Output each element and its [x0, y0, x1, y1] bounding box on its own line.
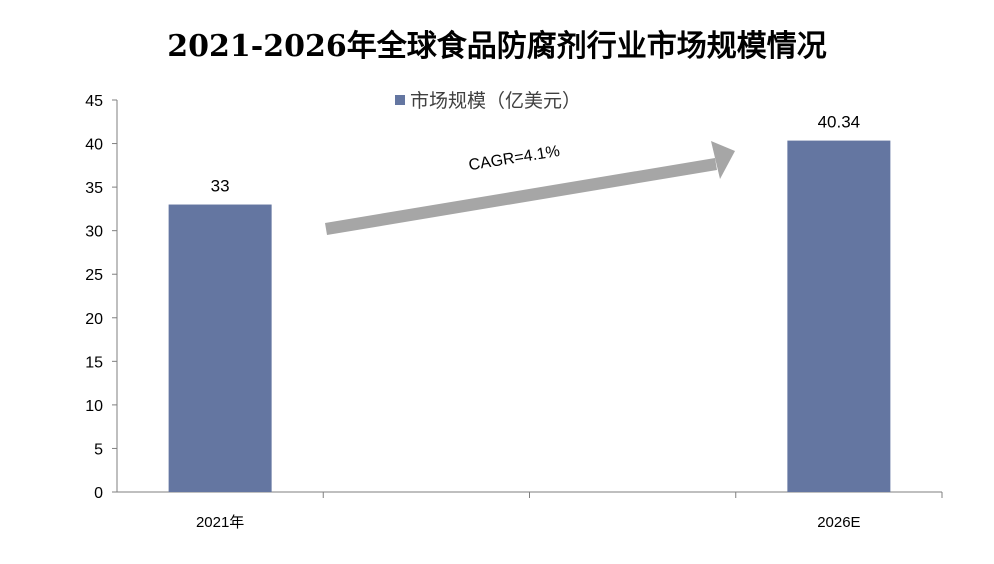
category-label: 2026E: [817, 514, 860, 531]
y-tick-label: 0: [94, 485, 103, 502]
bar: [787, 140, 891, 492]
legend-label: 市场规模（亿美元）: [410, 90, 581, 112]
y-tick-label: 30: [85, 224, 103, 241]
legend: 市场规模（亿美元）: [395, 90, 581, 112]
y-tick-label: 25: [85, 267, 103, 284]
cagr-label: CAGR=4.1%: [468, 143, 562, 174]
labels: 33 2021年 40.34 2026E: [196, 113, 861, 531]
bars: [168, 140, 891, 493]
y-tick-label: 40: [85, 137, 103, 154]
category-label: 2021年: [196, 514, 244, 531]
y-tick-label: 10: [85, 398, 103, 415]
y-tick-label: 35: [85, 180, 103, 197]
data-label: 33: [211, 177, 230, 196]
chart-title: 2021-2026年全球食品防腐剂行业市场规模情况: [167, 29, 826, 64]
legend-swatch: [395, 95, 405, 105]
y-tick-label: 45: [85, 93, 103, 110]
y-tick-label: 5: [94, 441, 103, 458]
y-tick-label: 20: [85, 311, 103, 328]
y-tick-label: 15: [85, 354, 103, 371]
cagr-arrow-shaft: [325, 158, 717, 235]
cagr-annotation: CAGR=4.1%: [325, 141, 735, 235]
data-label: 40.34: [818, 113, 861, 132]
cagr-arrow-head: [711, 141, 735, 179]
bar: [168, 204, 272, 493]
